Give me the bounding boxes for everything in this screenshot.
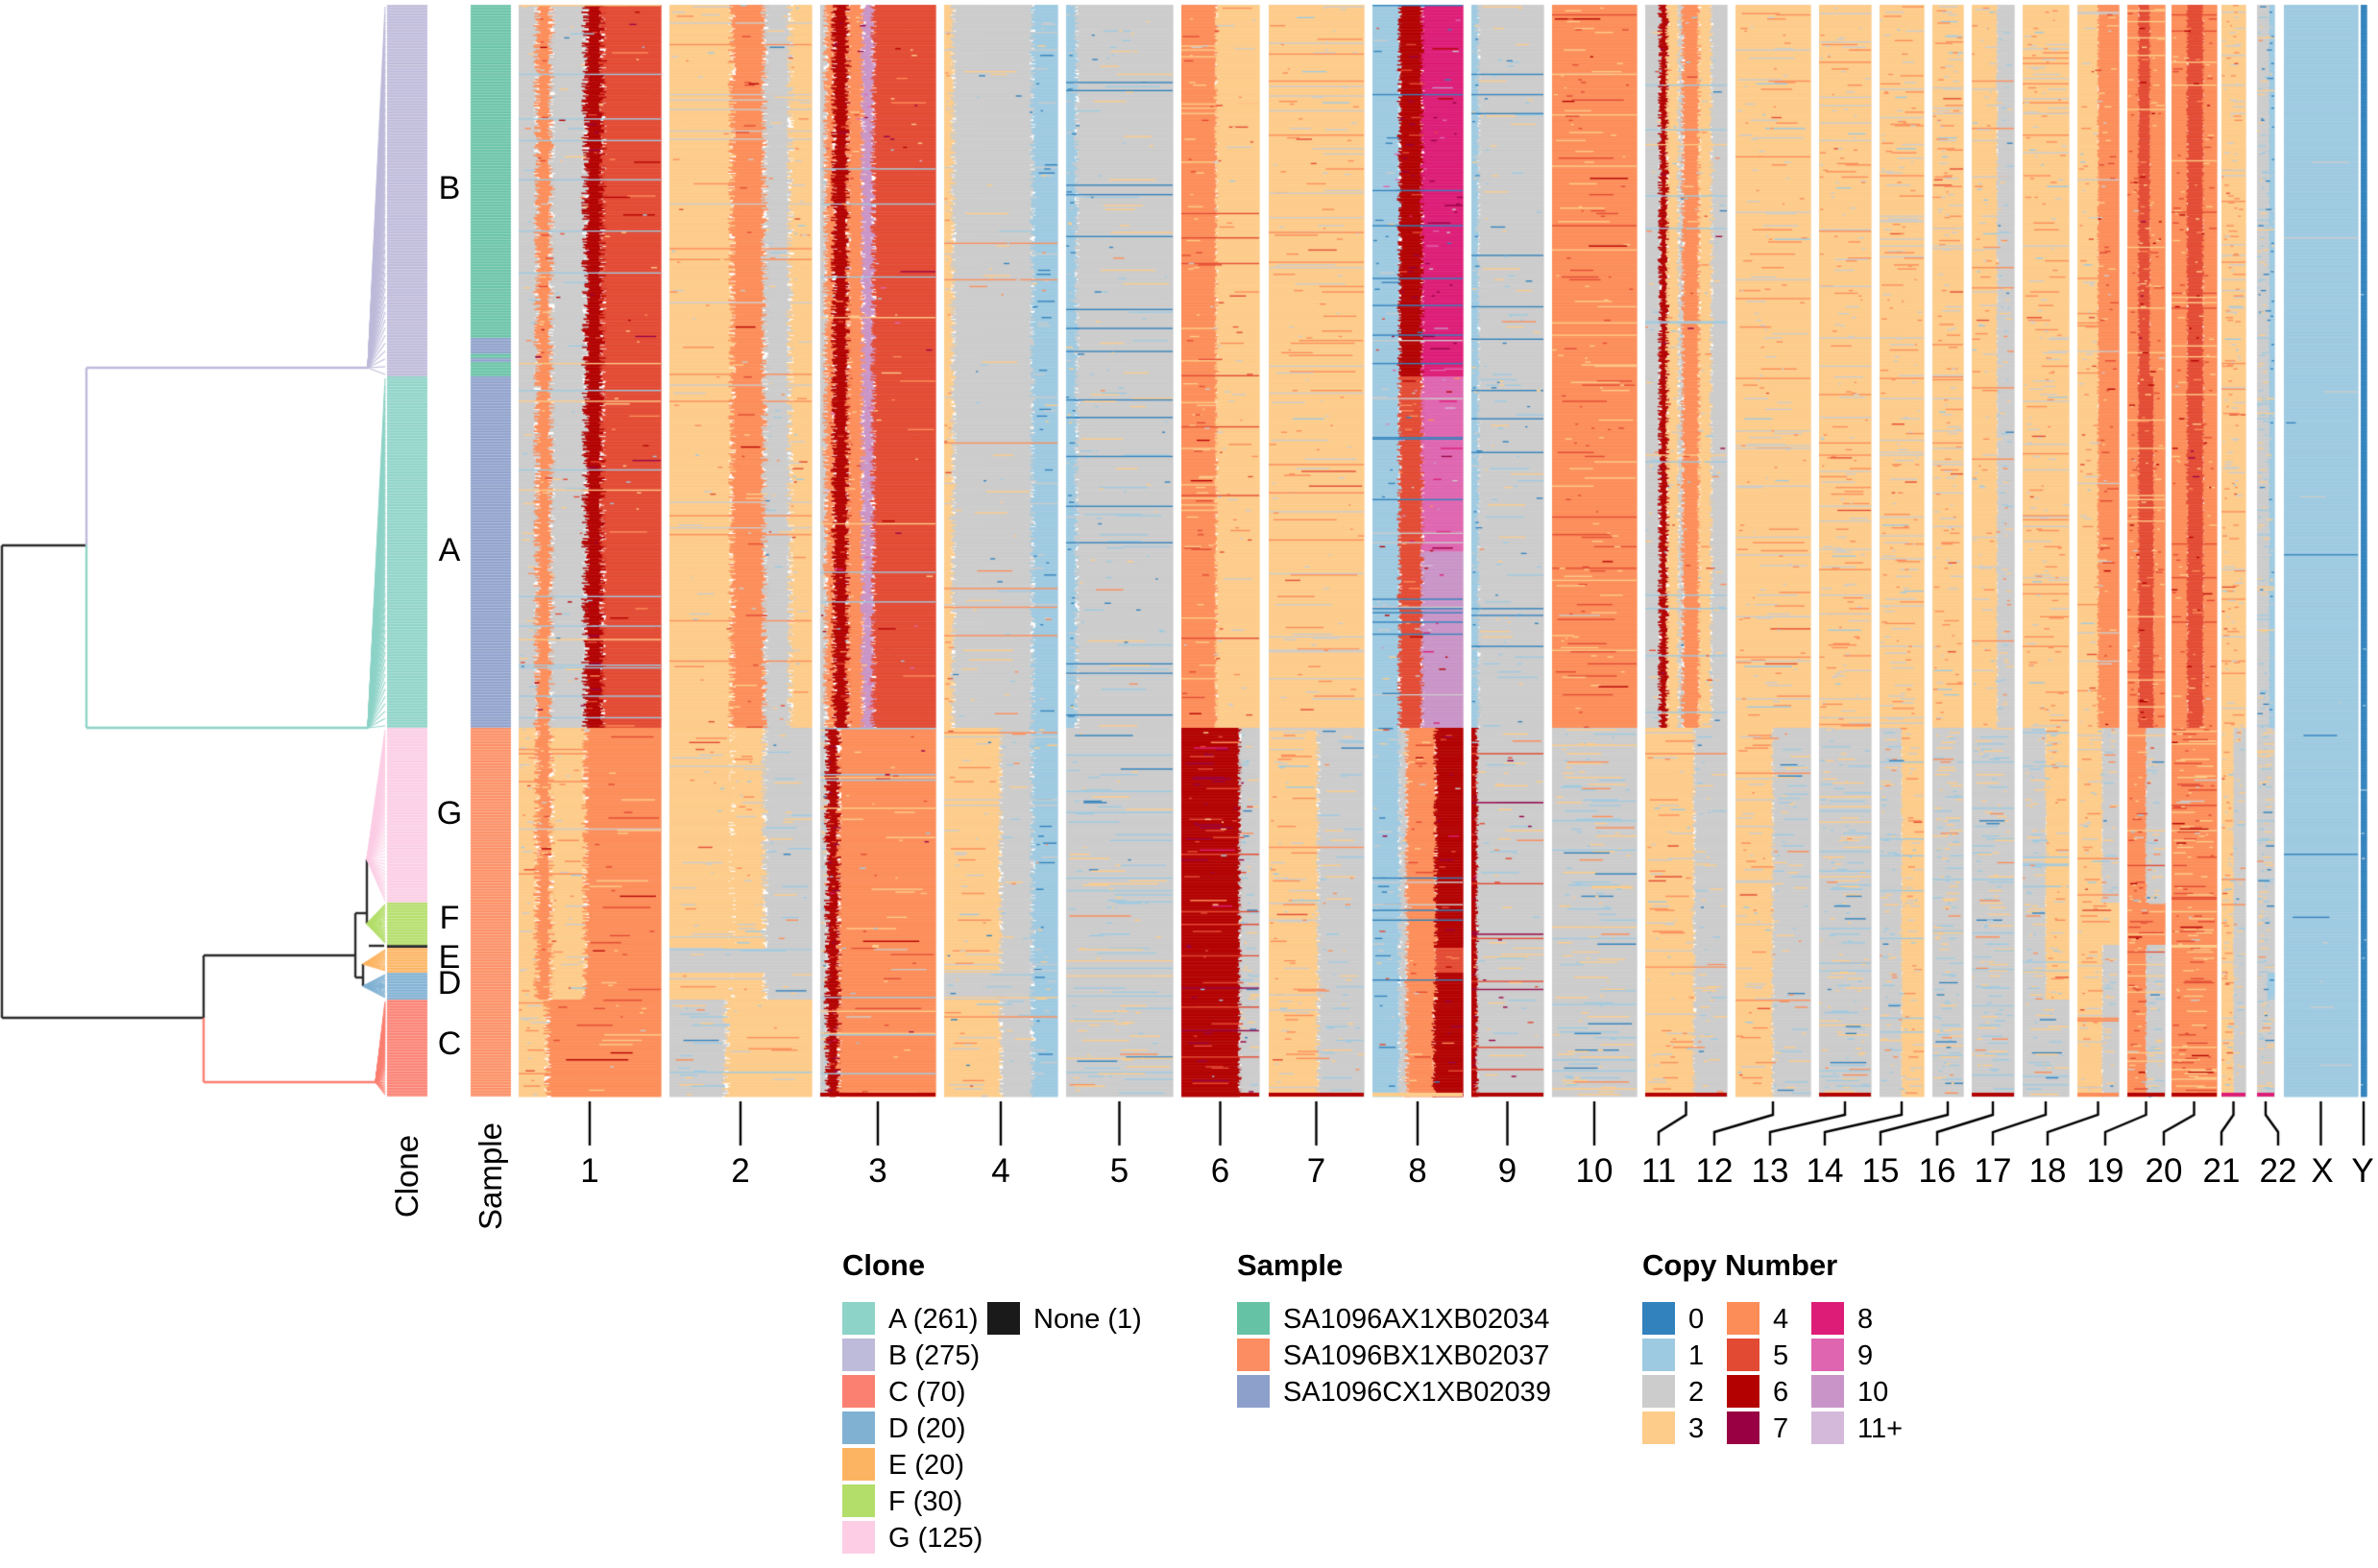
legend-sample-2-swatch: [1237, 1375, 1270, 1408]
legend-cn-8-label: 8: [1857, 1304, 1874, 1335]
legend-cn-8-swatch: [1811, 1302, 1844, 1335]
legend-cn-9-label: 9: [1857, 1340, 1874, 1371]
copy-number-legend-title: Copy Number: [1642, 1248, 1838, 1282]
clone-block-label-D: D: [437, 965, 462, 1001]
clone-block-label-F: F: [439, 900, 460, 936]
legend-cn-5-swatch: [1727, 1339, 1759, 1371]
legend-cn-6-swatch: [1727, 1375, 1759, 1408]
chromosome-label-14: 14: [1806, 1152, 1844, 1190]
chromosome-label-20: 20: [2145, 1152, 2183, 1190]
legend-clone-E-label: E (20): [888, 1450, 964, 1481]
legend-sample-1-label: SA1096BX1XB02037: [1283, 1340, 1550, 1371]
legend-clone-none-swatch: [987, 1302, 1020, 1335]
legend-sample-0-label: SA1096AX1XB02034: [1283, 1304, 1550, 1335]
legend-clone-B-swatch: [842, 1339, 875, 1371]
legend-clone-D-swatch: [842, 1411, 875, 1444]
legend-cn-11+-swatch: [1811, 1411, 1844, 1444]
legend-cn-10-label: 10: [1857, 1377, 1889, 1408]
chromosome-label-21: 21: [2202, 1152, 2241, 1190]
legend-cn-0-swatch: [1642, 1302, 1675, 1335]
legend-cn-6-label: 6: [1773, 1377, 1789, 1408]
legend-clone-C-swatch: [842, 1375, 875, 1408]
chromosome-label-10: 10: [1575, 1152, 1614, 1190]
clone-block-label-A: A: [438, 532, 461, 568]
legend-clone-C-label: C (70): [888, 1377, 966, 1408]
chromosome-label-18: 18: [2028, 1152, 2067, 1190]
legend-clone-A-swatch: [842, 1302, 875, 1335]
legend-sample-1-swatch: [1237, 1339, 1270, 1371]
legend-clone-F-label: F (30): [888, 1486, 963, 1517]
chromosome-label-9: 9: [1497, 1152, 1517, 1190]
chromosome-label-15: 15: [1861, 1152, 1900, 1190]
legend-cn-4-label: 4: [1773, 1304, 1789, 1335]
chromosome-label-13: 13: [1751, 1152, 1789, 1190]
clone-block-label-C: C: [437, 1025, 462, 1062]
clone-axis-label: Clone: [389, 1134, 425, 1218]
chromosome-label-12: 12: [1695, 1152, 1734, 1190]
legend-cn-2-label: 2: [1688, 1377, 1705, 1408]
legend-sample-0-swatch: [1237, 1302, 1270, 1335]
sample-axis-label: Sample: [473, 1122, 508, 1230]
chromosome-label-22: 22: [2259, 1152, 2297, 1190]
legend-cn-3-swatch: [1642, 1411, 1675, 1444]
legend-cn-7-swatch: [1727, 1411, 1759, 1444]
chromosome-label-11: 11: [1640, 1152, 1677, 1190]
chromosome-label-17: 17: [1974, 1152, 2012, 1190]
chromosome-label-2: 2: [731, 1152, 750, 1190]
chromosome-label-19: 19: [2086, 1152, 2124, 1190]
legend-clone-B-label: B (275): [888, 1340, 981, 1371]
legend-cn-0-label: 0: [1688, 1304, 1705, 1335]
legend-cn-1-swatch: [1642, 1339, 1675, 1371]
chromosome-label-8: 8: [1408, 1152, 1427, 1190]
chromosome-label-X: X: [2311, 1152, 2334, 1190]
legend-clone-G-label: G (125): [888, 1523, 983, 1554]
legend-cn-7-label: 7: [1773, 1413, 1789, 1444]
legend-cn-11+-label: 11+: [1857, 1413, 1904, 1444]
legend-cn-10-swatch: [1811, 1375, 1844, 1408]
legend-cn-1-label: 1: [1688, 1340, 1705, 1371]
clone-block-label-B: B: [438, 170, 461, 206]
legend-clone-none-label: None (1): [1033, 1304, 1142, 1335]
chromosome-label-5: 5: [1109, 1152, 1129, 1190]
sample-legend-title: Sample: [1237, 1248, 1344, 1282]
legend-cn-9-swatch: [1811, 1339, 1844, 1371]
legend-cn-5-label: 5: [1773, 1340, 1789, 1371]
legend-clone-A-label: A (261): [888, 1304, 979, 1335]
chromosome-label-Y: Y: [2351, 1152, 2374, 1190]
chromosome-label-3: 3: [868, 1152, 887, 1190]
legend-clone-G-swatch: [842, 1521, 875, 1554]
chromosome-label-1: 1: [580, 1152, 599, 1190]
chromosome-label-16: 16: [1918, 1152, 1956, 1190]
legend-cn-2-swatch: [1642, 1375, 1675, 1408]
chromosome-label-6: 6: [1210, 1152, 1230, 1190]
clone-block-label-E: E: [438, 939, 461, 976]
legend-clone-F-swatch: [842, 1484, 875, 1517]
legend-clone-E-swatch: [842, 1448, 875, 1481]
legend-sample-2-label: SA1096CX1XB02039: [1283, 1377, 1551, 1408]
clone-block-label-G: G: [436, 795, 463, 832]
legend-cn-4-swatch: [1727, 1302, 1759, 1335]
legend-clone-D-label: D (20): [888, 1413, 966, 1444]
chromosome-label-4: 4: [991, 1152, 1010, 1190]
legend-cn-3-label: 3: [1688, 1413, 1705, 1444]
clone-legend-title: Clone: [842, 1248, 926, 1282]
chromosome-label-7: 7: [1306, 1152, 1326, 1190]
